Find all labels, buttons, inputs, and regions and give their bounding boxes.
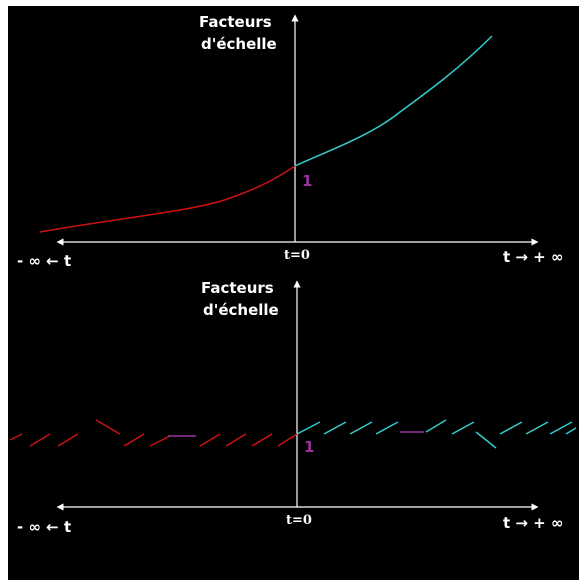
future-dash — [499, 421, 523, 435]
past-dash — [123, 433, 145, 447]
bottom-panel: Facteurs d'échelle 1 t=0 - ∞ ← t t → + ∞ — [9, 279, 577, 536]
bottom-origin-label: t=0 — [286, 513, 312, 528]
past-dash — [57, 433, 79, 447]
top-origin-label: t=0 — [284, 248, 310, 263]
future-dash — [549, 421, 573, 435]
future-dash — [525, 421, 549, 435]
top-y-label-line2: d'échelle — [201, 35, 277, 53]
past-dash — [225, 433, 247, 447]
top-past-curve — [39, 165, 296, 233]
bottom-unit-label: 1 — [304, 438, 314, 456]
future-dash — [451, 421, 475, 435]
top-future-curve — [294, 35, 493, 167]
bottom-y-label-line2: d'échelle — [203, 301, 279, 319]
past-dash — [95, 419, 121, 435]
bottom-right-label: t → + ∞ — [503, 514, 563, 532]
future-dash — [475, 431, 497, 449]
top-unit-label: 1 — [302, 172, 312, 190]
bottom-left-label: - ∞ ← t — [17, 518, 71, 536]
future-dash — [323, 421, 347, 435]
past-dash — [199, 433, 221, 447]
past-dash — [251, 433, 273, 447]
bottom-y-label-line1: Facteurs — [201, 279, 274, 297]
future-dash — [565, 427, 577, 435]
bottom-future-dashes — [296, 419, 577, 449]
future-dash — [349, 421, 373, 435]
past-dash — [9, 433, 23, 441]
top-panel: Facteurs d'échelle 1 t=0 - ∞ ← t t → + ∞ — [17, 13, 563, 270]
past-dash — [29, 433, 51, 447]
future-dash — [375, 421, 399, 435]
past-dash — [277, 433, 298, 447]
top-left-label: - ∞ ← t — [17, 252, 71, 270]
bottom-panel-background — [8, 274, 579, 580]
future-dash — [296, 421, 321, 435]
top-right-label: t → + ∞ — [503, 248, 563, 266]
top-panel-background — [8, 6, 579, 274]
bottom-past-dashes — [9, 419, 298, 447]
future-dash — [425, 419, 447, 433]
past-dash — [149, 435, 171, 447]
top-y-label-line1: Facteurs — [199, 13, 272, 31]
